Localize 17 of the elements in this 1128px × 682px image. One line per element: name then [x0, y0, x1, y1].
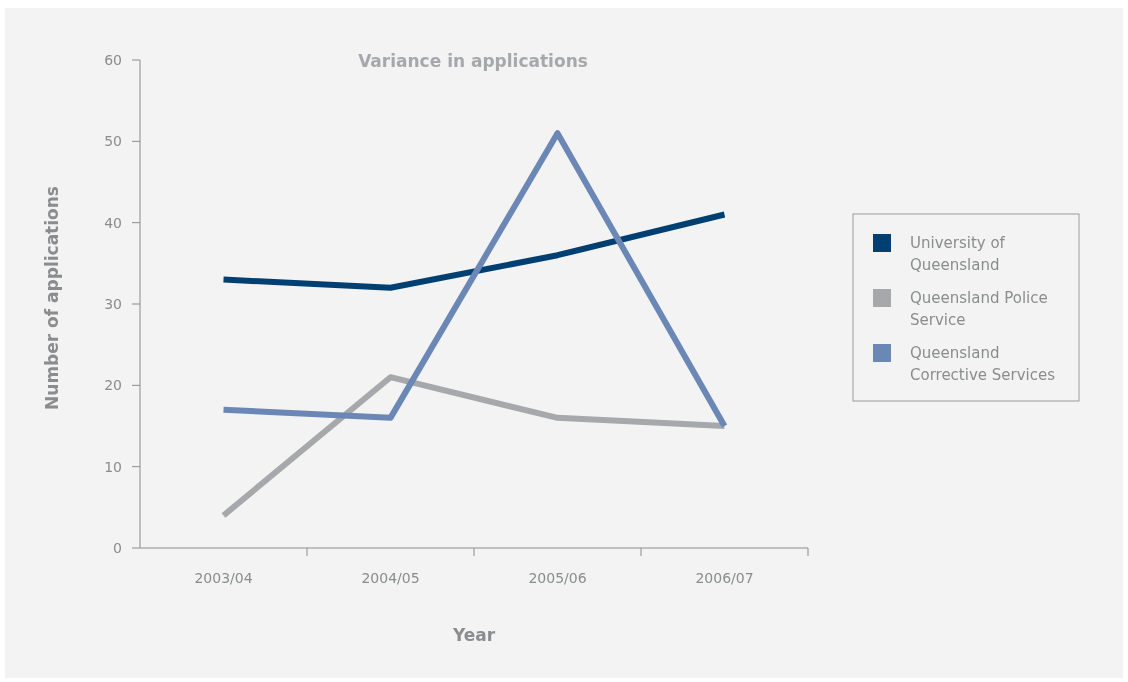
y-tick-label: 10: [104, 458, 122, 475]
y-tick-label: 0: [113, 540, 122, 556]
legend-label: Queensland Police Service: [910, 289, 1048, 329]
x-tick-label: 2003/04: [194, 570, 253, 586]
x-tick-label: 2006/07: [695, 570, 754, 586]
y-tick-label: 40: [104, 214, 122, 231]
x-tick-label: 2004/05: [361, 570, 420, 586]
x-axis-title: Year: [451, 625, 496, 645]
legend-label: Queensland Corrective Services: [910, 344, 1056, 384]
y-tick-label: 20: [104, 377, 122, 394]
legend-label: University of Queensland: [910, 234, 1006, 274]
y-tick-label: 60: [104, 52, 122, 68]
y-tick-label: 50: [104, 133, 122, 150]
chart-title: Variance in applications: [358, 51, 588, 71]
x-tick-label: 2005/06: [528, 570, 587, 586]
y-tick-label: 30: [104, 296, 122, 312]
y-axis-title: Number of applications: [42, 186, 62, 410]
